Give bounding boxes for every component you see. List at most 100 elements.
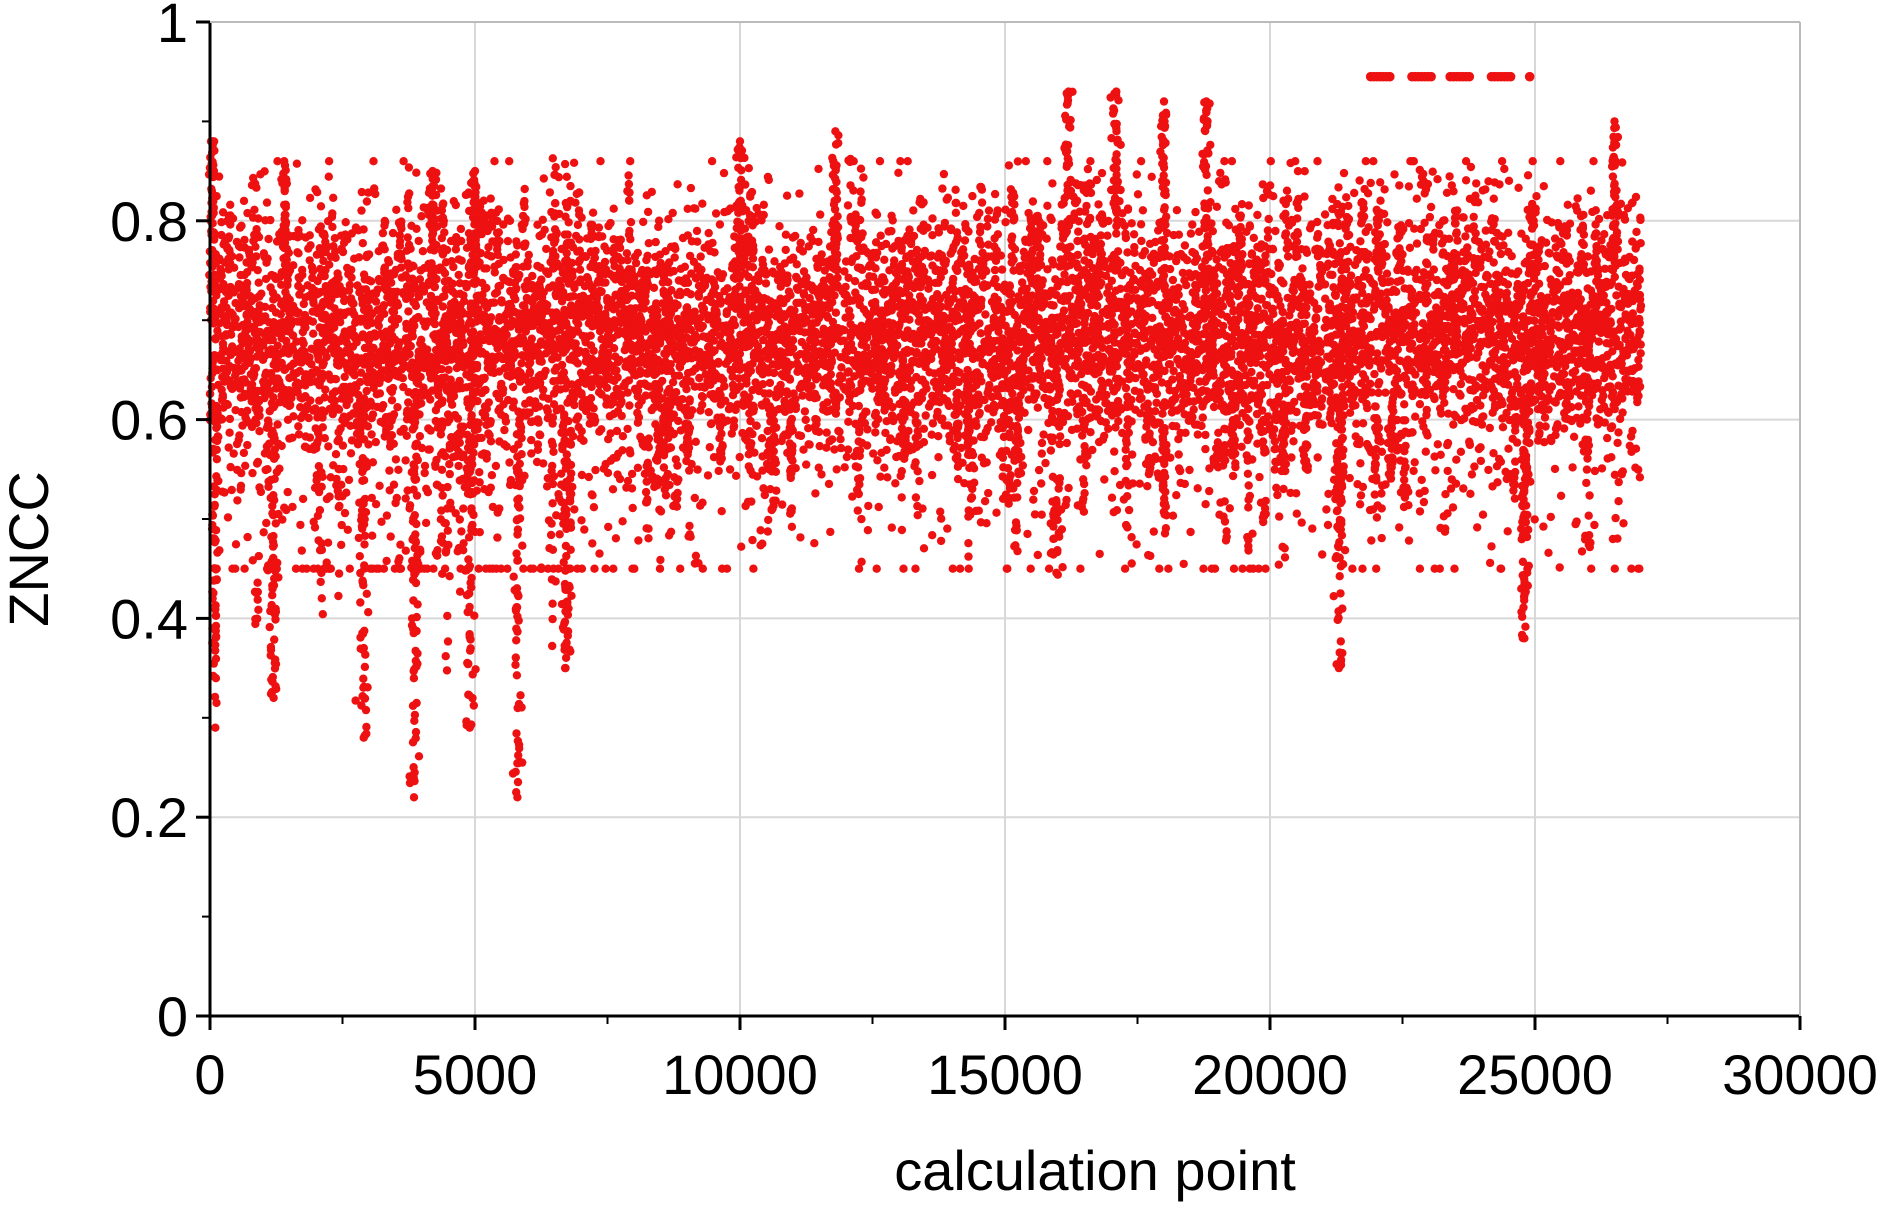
data-point-4588 — [1501, 467, 1510, 476]
data-point-753 — [880, 255, 889, 264]
data-point-4876 — [527, 435, 536, 445]
data-point-696 — [1473, 523, 1482, 532]
data-point-4092 — [1259, 193, 1268, 203]
data-point-2042 — [1452, 455, 1461, 464]
data-point-3126 — [570, 505, 579, 514]
data-point-1975 — [1026, 564, 1035, 573]
data-point-3595 — [1322, 505, 1331, 514]
data-point-2451 — [1458, 372, 1468, 381]
data-point-944 — [321, 385, 330, 394]
data-point-4440 — [1461, 232, 1470, 241]
data-point-3356 — [844, 417, 853, 426]
data-point-3312 — [392, 493, 401, 503]
data-point-1726 — [857, 514, 866, 524]
data-point-4531 — [280, 503, 289, 512]
data-point-3012 — [708, 238, 717, 248]
data-point-4631 — [359, 270, 369, 279]
data-point-868 — [814, 164, 823, 174]
data-point-1532 — [1129, 230, 1139, 239]
data-point-4417 — [1249, 233, 1259, 243]
data-point-4539 — [352, 402, 361, 411]
data-point-3247 — [445, 469, 454, 479]
data-point-4794 — [1324, 237, 1333, 246]
data-point-3762 — [1550, 397, 1559, 406]
data-point-1661 — [1164, 360, 1174, 369]
data-point-4835 — [1599, 402, 1609, 411]
data-point-2355 — [1216, 168, 1225, 178]
data-point-2592 — [224, 443, 233, 452]
data-point-3596 — [388, 228, 398, 238]
data-point-788 — [822, 443, 831, 452]
data-point-2788 — [627, 469, 637, 479]
data-point-3920 — [921, 411, 930, 420]
data-point-4383 — [1455, 389, 1464, 398]
data-point-1088 — [1137, 236, 1146, 246]
data-point-4465 — [431, 406, 441, 415]
data-point-3013 — [984, 488, 993, 498]
data-point-2907 — [422, 484, 431, 493]
data-point-742 — [1498, 414, 1507, 423]
data-point-3591 — [787, 522, 797, 531]
data-point-2038 — [1029, 495, 1038, 504]
data-point-3955 — [1574, 402, 1583, 411]
data-point-648 — [418, 247, 428, 256]
data-point-4609 — [726, 402, 735, 411]
data-point-2271 — [1361, 266, 1371, 275]
data-point-1212 — [622, 249, 632, 258]
data-point-961 — [345, 564, 354, 573]
data-point-4130 — [840, 267, 849, 276]
data-point-4653 — [1478, 186, 1488, 195]
data-point-4298 — [883, 473, 892, 482]
data-point-3821 — [1610, 564, 1620, 573]
data-point-43 — [1345, 473, 1354, 483]
data-point-4932 — [1635, 473, 1645, 482]
data-point-3047 — [550, 366, 559, 375]
data-point-470 — [240, 235, 249, 245]
data-point-2978 — [696, 406, 705, 415]
data-point-1247 — [555, 530, 564, 539]
data-point-3070 — [623, 476, 633, 486]
data-point-195 — [1271, 226, 1280, 236]
data-point-4048 — [591, 465, 600, 475]
data-point-418 — [1484, 177, 1493, 186]
data-point-1230 — [382, 556, 391, 566]
data-point-1680 — [386, 532, 395, 541]
data-point-1603 — [1372, 513, 1382, 522]
data-point-4904 — [1211, 356, 1221, 366]
data-point-4883 — [1071, 349, 1081, 358]
data-point-3829 — [515, 312, 524, 321]
data-point-2610 — [1126, 268, 1135, 277]
data-point-2913 — [364, 250, 374, 259]
data-point-4198 — [874, 502, 883, 512]
data-point-3781 — [1168, 421, 1177, 431]
data-point-4164 — [826, 527, 835, 537]
data-point-3001 — [235, 253, 244, 262]
data-point-4156 — [454, 270, 463, 280]
data-point-4908 — [608, 485, 618, 494]
data-point-1543 — [1577, 547, 1587, 556]
data-point-3498 — [811, 489, 820, 498]
data-point-3733 — [1266, 181, 1275, 190]
data-point-1671 — [1450, 564, 1459, 573]
data-point-4138 — [949, 274, 958, 284]
data-point-1168 — [214, 172, 224, 181]
data-point-3521 — [474, 564, 483, 573]
data-point-3307 — [1497, 157, 1507, 166]
data-point-3715 — [993, 206, 1002, 215]
data-point-15 — [964, 564, 973, 573]
data-point-2168 — [992, 508, 1001, 517]
data-point-4306 — [1192, 298, 1201, 308]
data-point-548 — [490, 157, 499, 166]
data-point-408 — [364, 188, 373, 197]
data-point-2988 — [266, 215, 275, 225]
data-point-2401 — [696, 501, 705, 510]
data-point-2275 — [1404, 536, 1414, 545]
data-point-3876 — [1298, 264, 1307, 273]
data-point-2954 — [1476, 443, 1485, 452]
data-point-3944 — [1121, 229, 1130, 238]
data-point-356 — [1352, 419, 1361, 428]
data-point-2329 — [1013, 157, 1023, 166]
data-point-478 — [539, 174, 548, 183]
data-point-4965 — [905, 315, 914, 324]
